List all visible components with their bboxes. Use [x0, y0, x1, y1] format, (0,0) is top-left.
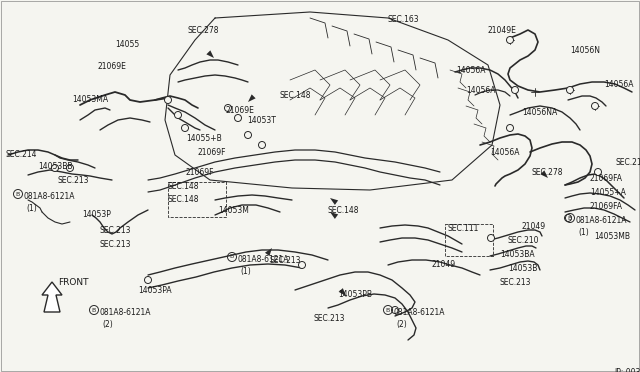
Text: SEC.210: SEC.210: [508, 236, 540, 245]
Circle shape: [234, 115, 241, 122]
Text: 14056A: 14056A: [456, 66, 486, 75]
Polygon shape: [339, 288, 346, 296]
Text: (1): (1): [26, 204, 36, 213]
Text: 14053T: 14053T: [247, 116, 276, 125]
Text: 14056A: 14056A: [466, 86, 495, 95]
Text: 14056NA: 14056NA: [522, 108, 557, 117]
Text: SEC.278: SEC.278: [532, 168, 563, 177]
Text: 21069FA: 21069FA: [590, 174, 623, 183]
Text: SEC.210: SEC.210: [616, 158, 640, 167]
Circle shape: [259, 141, 266, 148]
Text: 081A8-6121A: 081A8-6121A: [100, 308, 152, 317]
Text: SEC.278: SEC.278: [188, 26, 220, 35]
Text: SEC.213: SEC.213: [58, 176, 90, 185]
Polygon shape: [42, 282, 62, 312]
Text: 21049E: 21049E: [488, 26, 517, 35]
Text: SEC.148: SEC.148: [168, 195, 200, 204]
Text: 14053M: 14053M: [218, 206, 249, 215]
Text: B: B: [230, 254, 234, 260]
Text: 081A8-6121A: 081A8-6121A: [24, 192, 76, 201]
Polygon shape: [330, 212, 338, 219]
Text: 14053PA: 14053PA: [138, 286, 172, 295]
Text: B: B: [568, 215, 572, 221]
Text: B: B: [16, 192, 20, 196]
Text: 21069FA: 21069FA: [590, 202, 623, 211]
Text: SEC.148: SEC.148: [280, 91, 312, 100]
Polygon shape: [248, 94, 255, 102]
Text: B: B: [92, 308, 96, 312]
Polygon shape: [265, 248, 272, 256]
Text: 14056A: 14056A: [604, 80, 634, 89]
Text: SEC.148: SEC.148: [168, 182, 200, 191]
Text: 081A8-6121A: 081A8-6121A: [394, 308, 445, 317]
Text: 081A8-6121A: 081A8-6121A: [238, 255, 289, 264]
Circle shape: [182, 125, 189, 131]
Circle shape: [225, 105, 232, 112]
Text: SEC.213: SEC.213: [500, 278, 531, 287]
Circle shape: [595, 169, 602, 176]
Text: 21049: 21049: [522, 222, 546, 231]
Text: SEC.213: SEC.213: [270, 256, 301, 265]
Bar: [168, 182, 226, 217]
Text: SEC.111: SEC.111: [448, 224, 479, 233]
Text: 14053MB: 14053MB: [594, 232, 630, 241]
Text: 14053MA: 14053MA: [72, 95, 108, 104]
Text: 14055+A: 14055+A: [590, 188, 626, 197]
Circle shape: [506, 36, 513, 44]
Text: 14053BB: 14053BB: [38, 162, 72, 171]
Circle shape: [298, 262, 305, 269]
Text: 21069E: 21069E: [225, 106, 254, 115]
Circle shape: [591, 103, 598, 109]
Text: 14056N: 14056N: [570, 46, 600, 55]
Circle shape: [145, 276, 152, 283]
Circle shape: [175, 112, 182, 119]
Polygon shape: [540, 170, 548, 178]
Text: (1): (1): [240, 267, 251, 276]
Text: FRONT: FRONT: [58, 278, 88, 287]
Polygon shape: [330, 198, 338, 205]
Circle shape: [564, 215, 572, 221]
Text: SEC.213: SEC.213: [100, 240, 131, 249]
Text: 21049: 21049: [432, 260, 456, 269]
Circle shape: [566, 87, 573, 93]
Text: SEC.214: SEC.214: [5, 150, 36, 159]
Text: 14056A: 14056A: [490, 148, 520, 157]
Circle shape: [67, 164, 74, 171]
Bar: [445, 224, 493, 256]
Circle shape: [506, 125, 513, 131]
Circle shape: [164, 96, 172, 103]
Text: 21069F: 21069F: [198, 148, 227, 157]
Text: (2): (2): [102, 320, 113, 329]
Circle shape: [488, 234, 495, 241]
Circle shape: [244, 131, 252, 138]
Text: SEC.213: SEC.213: [100, 226, 131, 235]
Text: 14053B: 14053B: [508, 264, 538, 273]
Text: SEC.148: SEC.148: [328, 206, 360, 215]
Text: B: B: [386, 308, 390, 312]
Text: 14053BA: 14053BA: [500, 250, 534, 259]
Circle shape: [51, 164, 58, 171]
Circle shape: [511, 87, 518, 93]
Text: SEC.163: SEC.163: [388, 15, 420, 24]
Text: SEC.213: SEC.213: [314, 314, 346, 323]
Text: 14053P: 14053P: [82, 210, 111, 219]
Text: 081A8-6121A: 081A8-6121A: [576, 216, 627, 225]
Text: 14055: 14055: [115, 40, 140, 49]
Circle shape: [392, 307, 399, 314]
Text: 21069E: 21069E: [98, 62, 127, 71]
Text: (1): (1): [578, 228, 589, 237]
Text: 21069F: 21069F: [186, 168, 214, 177]
Text: 14053PB: 14053PB: [338, 290, 372, 299]
Text: 14055+B: 14055+B: [186, 134, 221, 143]
Text: JP: 003<: JP: 003<: [614, 368, 640, 372]
Text: (2): (2): [396, 320, 407, 329]
Polygon shape: [206, 50, 214, 58]
